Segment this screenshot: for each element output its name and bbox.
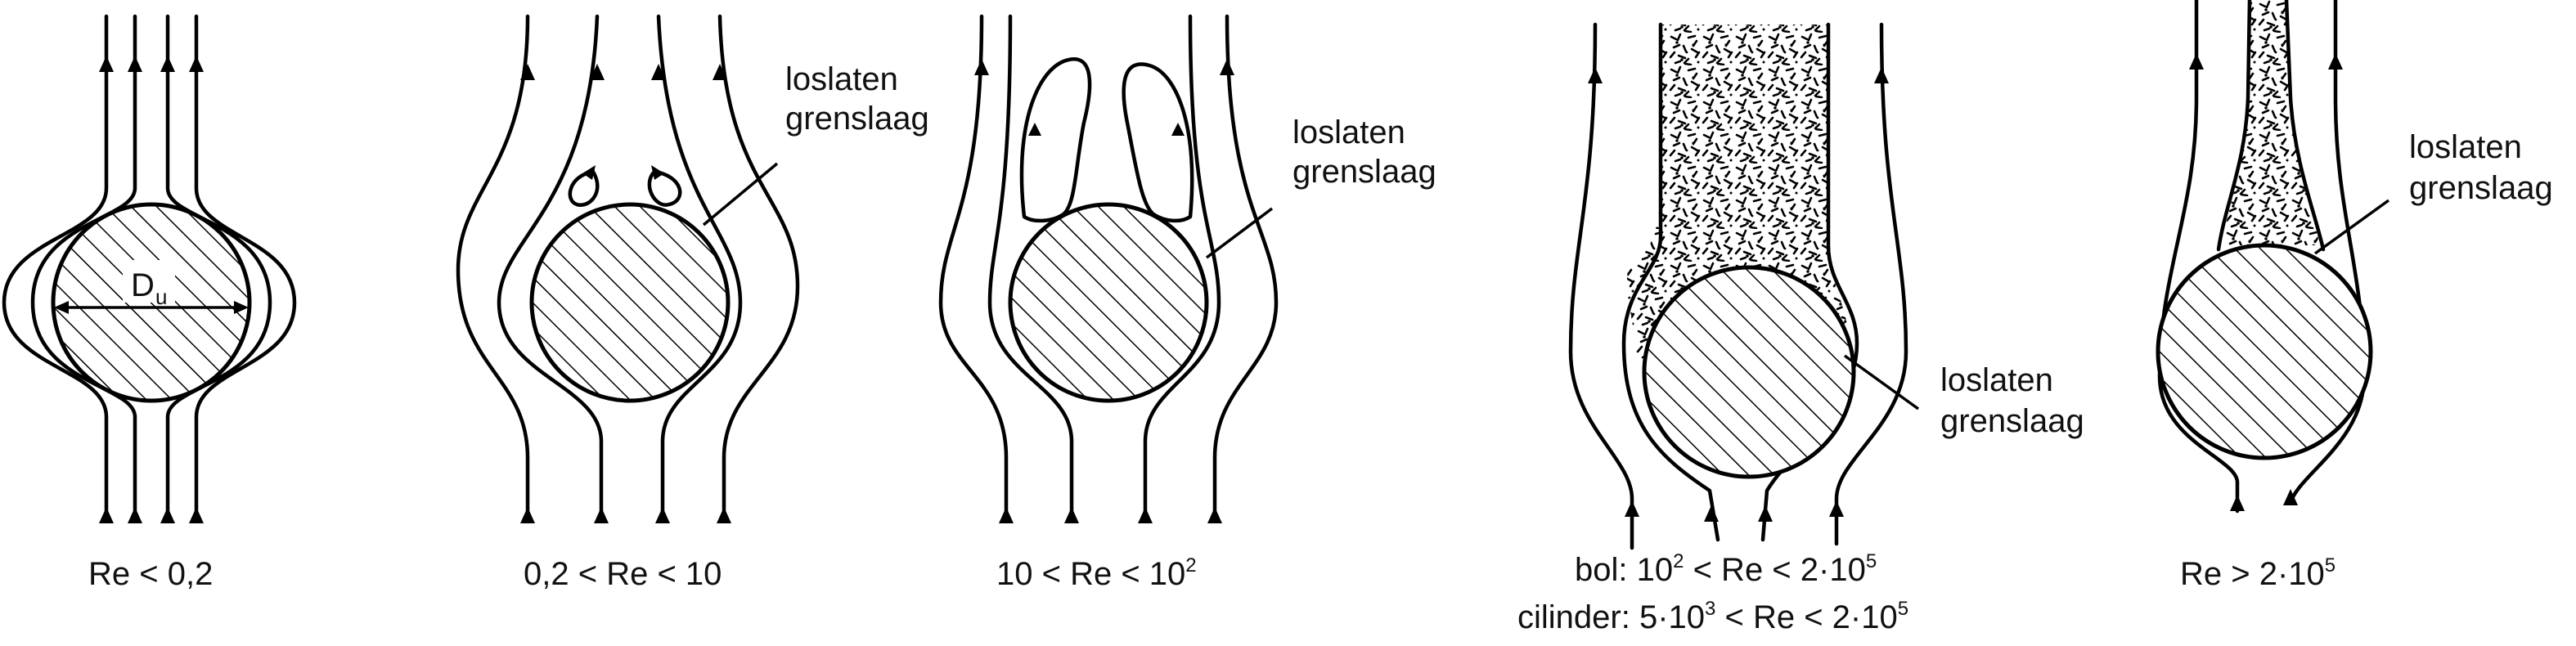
streamline [1568,22,1634,550]
panel-3-note-line1: loslaten [1292,114,1405,150]
wake-boundary-left [1621,22,1720,542]
panel-1-caption: Re < 0,2 [88,556,213,592]
vortex-right [1122,62,1194,223]
streamline [1834,22,1908,546]
diameter-label: D [131,267,155,303]
panel-4-caption-sphere: bol: 102 < Re < 2·105 [1575,550,1877,588]
panel-5-narrow-wake: loslaten grenslaag Re > 2·105 [2156,0,2553,592]
sphere-body [2156,243,2373,460]
arrowheads [1588,67,1889,522]
streamline [2,14,109,514]
panel-2-steady-separation: loslaten grenslaag 0,2 < Re < 10 [456,14,929,592]
panel-2-note-line2: grenslaag [785,101,929,137]
streamline [194,14,297,514]
arrowheads [974,59,1234,523]
streamline [456,14,530,514]
panel-5-note-line1: loslaten [2409,129,2522,165]
arrowheads [99,56,204,523]
panel-2-caption: 0,2 < Re < 10 [524,556,722,592]
streamline [938,14,1009,514]
panel-3-vortex-pair: loslaten grenslaag 10 < Re < 102 [938,14,1436,592]
sphere-body [1642,265,1856,479]
panel-5-note-line2: grenslaag [2409,170,2553,206]
wake-boundary-right [2284,0,2326,252]
panel-3-caption: 10 < Re < 102 [996,554,1197,592]
sphere-body [529,202,731,403]
panel-4-note-line2: grenslaag [1940,403,2084,439]
streamline [1212,14,1279,514]
wake-boundary-left [2216,0,2252,252]
turbulent-wake [2221,0,2319,245]
panel-3-note-line2: grenslaag [1292,154,1436,190]
panel-5-caption: Re > 2·105 [2180,554,2335,592]
vortex-left [568,169,600,207]
streamline [717,14,800,514]
sphere-body [1008,202,1209,403]
streamline [1143,14,1221,514]
panel-1-creeping-flow: D u Re < 0,2 [2,14,297,592]
diameter-marker: D u [54,260,249,314]
streamline [497,14,604,514]
vortex-right [647,169,682,207]
arrowheads [520,64,731,523]
panel-4-turbulent-wake: loslaten grenslaag bol: 102 < Re < 2·105… [1517,22,2084,635]
panel-2-note-line1: loslaten [785,61,898,97]
arrowheads [2189,53,2343,511]
streamline [987,14,1074,514]
diameter-label-sub: u [155,285,167,309]
panel-4-note-line1: loslaten [1940,362,2053,398]
panel-4-caption-cylinder: cilinder: 5·103 < Re < 2·105 [1517,598,1908,635]
vortex-left [1019,57,1092,223]
streamline [656,14,743,514]
